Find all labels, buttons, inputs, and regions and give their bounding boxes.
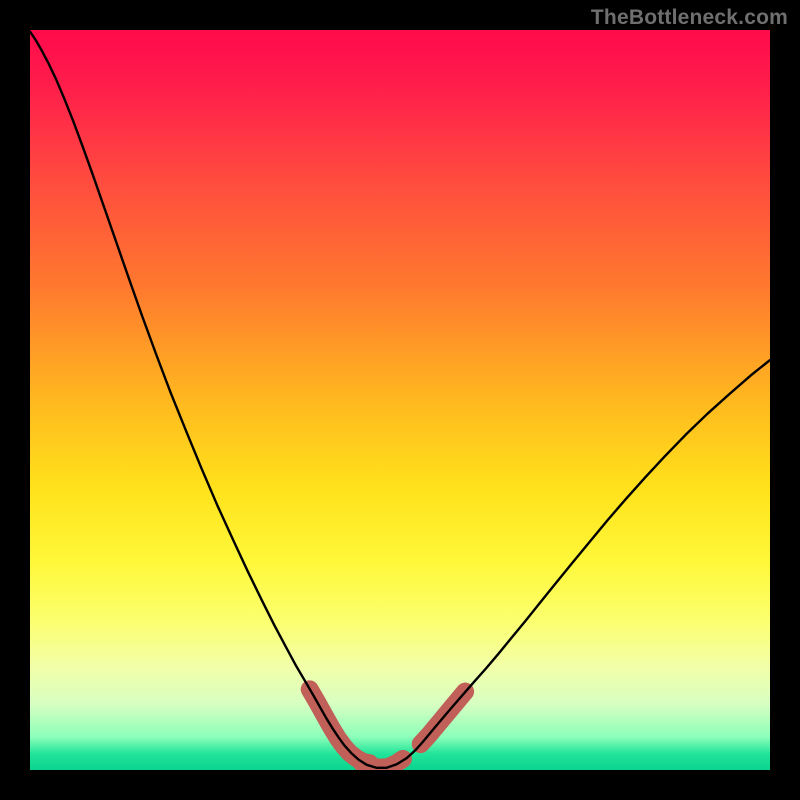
gradient-background [30,30,770,770]
bottleneck-chart-svg [30,30,770,770]
chart-frame: TheBottleneck.com [0,0,800,800]
plot-area [30,30,770,770]
watermark-text: TheBottleneck.com [591,6,788,30]
